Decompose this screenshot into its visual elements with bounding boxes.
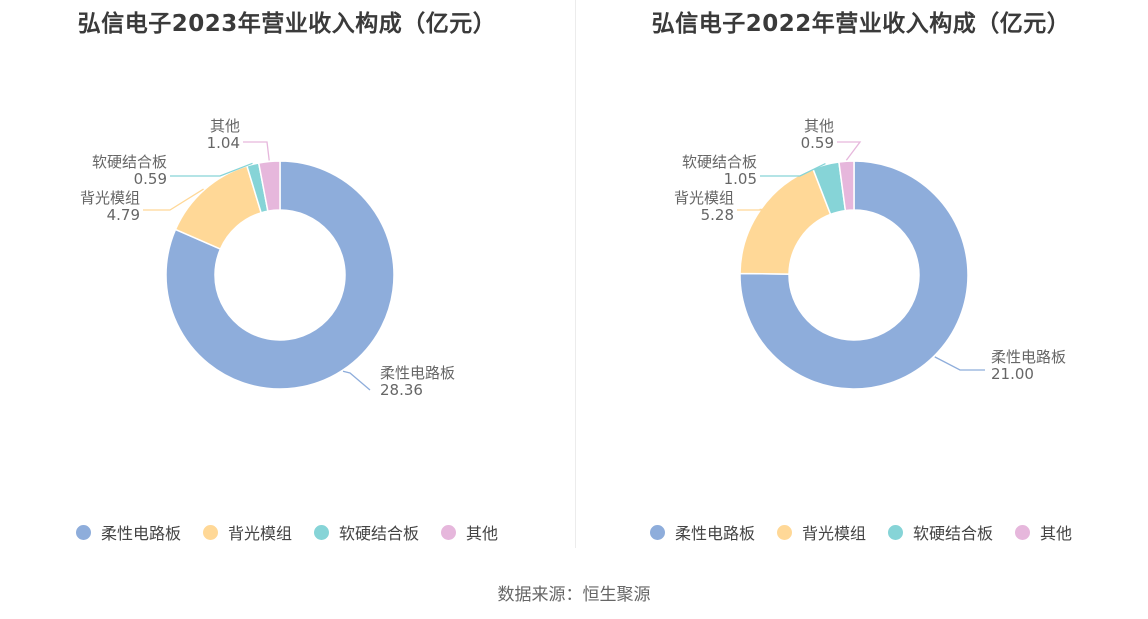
legend-label: 软硬结合板 (339, 524, 420, 543)
legend-marker (202, 524, 218, 540)
slice-other[interactable] (257, 160, 281, 213)
legend-item-flexible-pcb[interactable]: 柔性电路板 (649, 520, 755, 544)
chart-2023: 弘信电子2023年营业收入构成（亿元） 柔性电路板 28.36 背光模组 4.79 软硬… (0, 0, 574, 560)
legend: 柔性电路板 背光模组 软硬结合板 其他 (0, 520, 574, 544)
data-label-name-flexible-pcb: 柔性电路板 (380, 364, 455, 382)
leader-line-backlight-module (143, 188, 204, 211)
panel-divider (575, 0, 576, 548)
chart-title: 弘信电子2023年营业收入构成（亿元） (77, 11, 497, 37)
legend-item-other[interactable]: 其他 (1015, 520, 1072, 544)
data-label-value-flexible-pcb: 28.36 (380, 381, 423, 399)
slice-flexible-pcb[interactable] (739, 160, 969, 390)
data-label-name-backlight-module: 背光模组 (80, 189, 140, 207)
legend-item-flexible-pcb[interactable]: 柔性电路板 (75, 520, 181, 544)
legend-marker (441, 524, 457, 540)
legend-marker (1015, 524, 1031, 540)
legend-label: 柔性电路板 (100, 524, 181, 543)
data-label-name-other: 其他 (210, 117, 240, 135)
legend-item-backlight-module[interactable]: 背光模组 (776, 520, 866, 544)
legend-marker (75, 524, 91, 540)
slice-flexible-pcb[interactable] (165, 160, 395, 390)
legend-marker (314, 524, 329, 540)
slice-other[interactable] (838, 160, 855, 212)
legend-label: 背光模组 (227, 524, 292, 543)
leader-line-flexible-pcb (342, 370, 371, 391)
leader-line-backlight-module (737, 208, 776, 211)
data-label-name-other: 其他 (804, 117, 834, 135)
data-label-name-flexible-pcb: 柔性电路板 (991, 348, 1066, 366)
data-label-value-other: 1.04 (207, 134, 240, 152)
legend-item-rigid-flex-board[interactable]: 软硬结合板 (314, 520, 419, 544)
data-label-value-backlight-module: 5.28 (701, 206, 734, 224)
legend-label: 其他 (1040, 524, 1073, 543)
leader-line-flexible-pcb (934, 356, 985, 371)
legend-marker (649, 524, 665, 540)
data-label-name-backlight-module: 背光模组 (674, 189, 734, 207)
leader-line-rigid-flex-board (170, 162, 253, 177)
chart-2022: 弘信电子2022年营业收入构成（亿元） 柔性电路板 21.00 背光模组 5.28 软硬… (574, 0, 1148, 560)
legend-item-rigid-flex-board[interactable]: 软硬结合板 (888, 520, 993, 544)
legend: 柔性电路板 背光模组 软硬结合板 其他 (574, 520, 1148, 544)
legend-label: 背光模组 (801, 524, 866, 543)
leader-line-other (837, 141, 862, 161)
legend-marker (776, 524, 792, 540)
legend-label: 其他 (466, 524, 499, 543)
legend-item-other[interactable]: 其他 (441, 520, 498, 544)
data-label-value-backlight-module: 4.79 (107, 206, 140, 224)
leader-line-rigid-flex-board (760, 163, 826, 177)
legend-marker (888, 524, 903, 540)
legend-label: 柔性电路板 (674, 524, 755, 543)
legend-item-backlight-module[interactable]: 背光模组 (202, 520, 292, 544)
data-source: 数据来源：恒生聚源 (497, 585, 651, 605)
data-label-value-rigid-flex-board: 0.59 (134, 170, 167, 188)
leader-line-other (243, 141, 270, 161)
data-label-name-rigid-flex-board: 软硬结合板 (682, 153, 757, 171)
data-label-value-other: 0.59 (801, 134, 834, 152)
legend-label: 软硬结合板 (913, 524, 994, 543)
chart-title: 弘信电子2022年营业收入构成（亿元） (651, 11, 1071, 37)
data-label-name-rigid-flex-board: 软硬结合板 (92, 153, 167, 171)
data-label-value-rigid-flex-board: 1.05 (724, 170, 757, 188)
data-label-value-flexible-pcb: 21.00 (991, 365, 1034, 383)
